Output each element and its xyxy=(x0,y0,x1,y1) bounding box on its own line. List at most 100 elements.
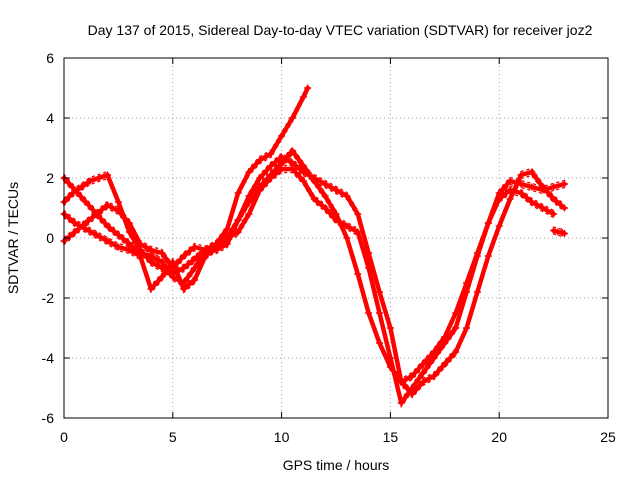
data-point-marker xyxy=(299,93,307,101)
x-tick-label: 5 xyxy=(169,429,177,445)
data-point-marker xyxy=(104,222,112,230)
y-tick-label: 6 xyxy=(46,50,54,66)
data-point-marker xyxy=(452,348,460,356)
series-track-e xyxy=(550,226,568,238)
data-point-marker xyxy=(528,198,536,206)
y-tick-label: 0 xyxy=(46,230,54,246)
data-point-marker xyxy=(71,186,79,194)
data-point-marker xyxy=(256,174,264,182)
grid-lines xyxy=(64,58,608,418)
data-point-marker xyxy=(114,243,122,251)
data-point-marker xyxy=(463,324,471,332)
data-point-marker xyxy=(332,210,340,218)
data-point-marker xyxy=(506,177,514,185)
data-point-marker xyxy=(560,204,568,212)
data-point-marker xyxy=(550,227,558,234)
data-point-marker xyxy=(354,228,362,236)
data-point-marker xyxy=(365,309,373,317)
data-point-marker xyxy=(484,252,492,260)
data-point-marker xyxy=(180,285,188,293)
series-line xyxy=(61,148,556,385)
data-point-marker xyxy=(256,156,264,164)
data-point-marker xyxy=(125,219,133,227)
data-point-marker xyxy=(376,288,384,296)
data-point-marker xyxy=(125,240,133,248)
data-point-marker xyxy=(201,246,209,254)
data-point-marker xyxy=(452,324,460,332)
data-point-marker xyxy=(191,276,199,284)
y-tick-label: 4 xyxy=(46,110,54,126)
data-point-marker xyxy=(365,264,373,272)
data-point-marker xyxy=(539,186,547,194)
data-point-marker xyxy=(104,171,112,179)
data-point-marker xyxy=(234,189,242,197)
data-point-marker xyxy=(245,168,253,176)
data-point-marker xyxy=(93,231,101,239)
data-point-marker xyxy=(386,324,394,332)
data-point-marker xyxy=(114,198,122,206)
data-point-marker xyxy=(343,222,351,230)
data-point-marker xyxy=(528,168,536,176)
data-point-marker xyxy=(473,249,481,257)
data-point-marker xyxy=(158,258,166,266)
data-series xyxy=(60,83,568,409)
data-point-marker xyxy=(321,204,329,212)
data-point-marker xyxy=(267,150,275,158)
data-point-marker xyxy=(560,180,568,188)
data-point-marker xyxy=(408,372,416,380)
y-tick-label: 2 xyxy=(46,170,54,186)
data-point-marker xyxy=(408,384,416,392)
data-point-marker xyxy=(136,240,144,248)
data-point-marker xyxy=(419,369,427,377)
data-point-marker xyxy=(169,264,177,272)
data-point-marker xyxy=(376,339,384,347)
data-point-marker xyxy=(114,231,122,239)
data-point-marker xyxy=(550,195,558,203)
data-point-marker xyxy=(278,159,286,167)
data-point-marker xyxy=(343,234,351,242)
data-point-marker xyxy=(430,348,438,356)
data-point-marker xyxy=(560,230,568,237)
data-point-marker xyxy=(397,399,405,407)
data-point-marker xyxy=(528,183,536,191)
series-marker-texture xyxy=(63,153,555,387)
data-point-marker xyxy=(506,195,514,203)
data-point-marker xyxy=(234,228,242,236)
data-point-marker xyxy=(191,264,199,272)
data-point-marker xyxy=(147,285,155,293)
data-point-marker xyxy=(223,234,231,242)
series-marker-texture xyxy=(552,233,566,238)
data-point-marker xyxy=(212,240,220,248)
data-point-marker xyxy=(550,210,558,218)
y-axis-label: SDTVAR / TECUs xyxy=(5,182,21,294)
data-point-marker xyxy=(86,177,94,185)
data-point-marker xyxy=(321,192,329,200)
data-point-marker xyxy=(376,309,384,317)
data-point-marker xyxy=(256,183,264,191)
data-point-marker xyxy=(82,198,90,206)
data-point-marker xyxy=(473,288,481,296)
series-marker-texture xyxy=(63,146,555,380)
data-point-marker xyxy=(288,114,296,122)
y-tick-label: -2 xyxy=(42,290,55,306)
data-point-marker xyxy=(114,207,122,215)
axis-ticks: 0 5 10 15 20 25 -6 -4 -2 0 2 4 6 xyxy=(42,50,616,445)
x-tick-label: 25 xyxy=(600,429,616,445)
series-track-d xyxy=(60,146,558,387)
data-point-marker xyxy=(191,255,199,263)
x-tick-label: 10 xyxy=(274,429,290,445)
data-point-marker xyxy=(430,372,438,380)
data-point-marker xyxy=(517,180,525,188)
data-point-marker xyxy=(104,201,112,209)
data-point-marker xyxy=(332,186,340,194)
data-point-marker xyxy=(288,165,296,173)
data-point-marker xyxy=(223,225,231,233)
data-point-marker xyxy=(267,162,275,170)
chart-title: Day 137 of 2015, Sidereal Day-to-day VTE… xyxy=(88,22,593,38)
data-point-marker xyxy=(506,186,514,194)
y-tick-label: -6 xyxy=(42,410,55,426)
data-point-marker xyxy=(93,210,101,218)
data-point-marker xyxy=(191,243,199,251)
data-point-marker xyxy=(180,264,188,272)
